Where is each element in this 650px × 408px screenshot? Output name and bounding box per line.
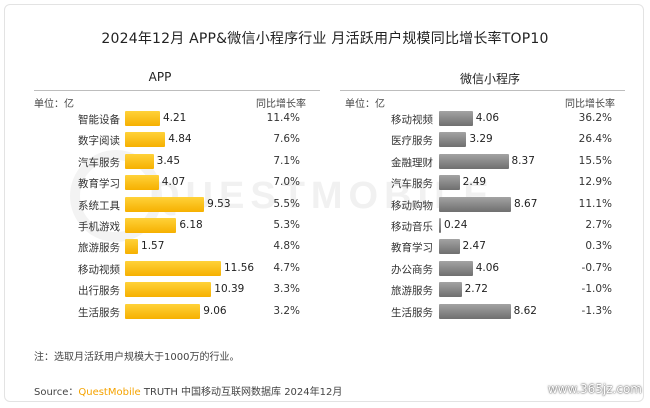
app-value-label: 1.57 <box>141 240 165 253</box>
mini-category-label: 金融理财 <box>391 156 433 169</box>
app-value-label: 3.45 <box>156 154 181 167</box>
app-bar <box>125 111 160 126</box>
mini-growth-label: 12.9% <box>578 176 612 189</box>
app-bar <box>125 175 159 191</box>
app-bar <box>125 196 205 212</box>
mini-category-label: 移动购物 <box>391 199 433 212</box>
app-value-label: 4.21 <box>162 112 187 124</box>
mini-growth-label: -1.3% <box>581 304 612 317</box>
source-prefix: Source： <box>34 387 79 398</box>
mini-growth-label: 0.3% <box>585 240 612 253</box>
mini-growth-label: 26.4% <box>578 133 612 146</box>
footnote: 注：选取月活跃用户规模大于1000万的行业。 <box>34 352 240 363</box>
mini-value-label: 8.37 <box>511 154 535 167</box>
app-bar <box>125 218 177 233</box>
mini-growth-label: -0.7% <box>581 261 612 274</box>
mini-growth-label: 11.1% <box>578 197 612 210</box>
mini-bar <box>439 218 441 233</box>
app-category-label: 旅游服务 <box>78 242 120 255</box>
app-bar <box>125 132 166 148</box>
chart-frame <box>4 4 644 402</box>
app-category-label: 出行服务 <box>78 285 120 298</box>
source-brand: QuestMobile <box>78 387 141 398</box>
watermark-logo-ring <box>70 150 162 242</box>
app-category-label: 生活服务 <box>78 306 120 319</box>
source-line: Source：QuestMobile TRUTH 中国移动互联网数据库 2024… <box>34 383 342 398</box>
mini-growth-header: 同比增长率 <box>565 99 615 110</box>
mini-value-label: 4.06 <box>475 261 500 274</box>
mini-category-label: 旅游服务 <box>391 285 433 298</box>
mini-growth-label: 15.5% <box>578 154 612 167</box>
mini-bar <box>439 196 511 212</box>
mini-unit-label: 单位：亿 <box>345 99 385 110</box>
mini-growth-label: -1.0% <box>581 283 612 296</box>
mini-category-label: 生活服务 <box>391 306 433 319</box>
app-value-label: 10.39 <box>214 283 245 296</box>
mini-value-label: 8.67 <box>514 197 538 210</box>
app-category-label: 数字阅读 <box>78 135 120 148</box>
mini-category-label: 汽车服务 <box>391 178 433 191</box>
mini-bar <box>439 260 473 276</box>
app-category-label: 汽车服务 <box>78 156 120 169</box>
app-bar <box>125 260 221 276</box>
app-growth-label: 11.4% <box>266 112 300 124</box>
mini-value-label: 2.47 <box>462 240 486 253</box>
app-category-label: 移动视频 <box>78 263 120 276</box>
app-value-label: 4.07 <box>161 176 186 189</box>
app-growth-label: 7.1% <box>273 154 300 167</box>
mini-category-label: 办公商务 <box>391 263 433 276</box>
mini-category-label: 移动音乐 <box>391 221 433 233</box>
app-category-label: 手机游戏 <box>78 221 120 233</box>
mini-bar <box>439 175 460 191</box>
app-growth-label: 7.6% <box>273 133 300 146</box>
app-unit-label: 单位：亿 <box>34 99 74 110</box>
app-bar <box>125 282 212 298</box>
app-value-label: 11.56 <box>224 261 255 274</box>
app-category-label: 教育学习 <box>78 178 120 191</box>
mini-value-label: 2.49 <box>462 176 487 189</box>
mini-value-label: 0.24 <box>444 219 468 231</box>
mini-panel-title: 微信小程序 <box>459 72 520 86</box>
app-growth-label: 7.0% <box>273 176 300 189</box>
app-growth-label: 3.2% <box>273 304 300 317</box>
mini-bar <box>439 111 473 126</box>
app-bar <box>125 153 154 169</box>
app-growth-label: 5.5% <box>273 197 300 210</box>
app-bar <box>125 239 139 255</box>
mini-category-label: 教育学习 <box>391 242 433 255</box>
mini-bar <box>439 239 460 255</box>
watermark: QUESTMOBILE <box>150 175 495 217</box>
app-panel-divider <box>34 90 320 91</box>
app-growth-header: 同比增长率 <box>256 99 306 110</box>
app-panel-title: APP <box>148 70 172 84</box>
mini-growth-label: 36.2% <box>578 112 612 124</box>
app-growth-label: 3.3% <box>273 283 300 296</box>
source-rest: TRUTH 中国移动互联网数据库 2024年12月 <box>140 387 343 398</box>
app-value-label: 9.06 <box>203 304 227 317</box>
app-bar <box>125 303 201 319</box>
app-growth-label: 5.3% <box>273 219 300 231</box>
app-value-label: 6.18 <box>179 219 203 231</box>
site-watermark: www.365jz.com <box>547 382 642 396</box>
mini-value-label: 2.72 <box>464 283 488 296</box>
mini-category-label: 医疗服务 <box>391 135 433 148</box>
app-growth-label: 4.7% <box>273 261 300 274</box>
mini-value-label: 8.62 <box>513 304 537 317</box>
mini-category-label: 移动视频 <box>391 114 433 126</box>
mini-bar <box>439 282 462 298</box>
mini-panel-divider <box>340 90 625 91</box>
app-category-label: 智能设备 <box>78 114 120 126</box>
app-category-label: 系统工具 <box>78 199 120 212</box>
mini-value-label: 3.29 <box>469 133 493 146</box>
mini-bar <box>439 303 511 319</box>
app-value-label: 9.53 <box>207 197 231 210</box>
app-value-label: 4.84 <box>168 133 192 146</box>
chart-title: 2024年12月 APP&微信小程序行业 月活跃用户规模同比增长率TOP10 <box>101 31 549 47</box>
mini-bar <box>439 153 509 169</box>
mini-value-label: 4.06 <box>475 112 500 124</box>
mini-growth-label: 2.7% <box>585 219 612 231</box>
mini-bar <box>439 132 467 148</box>
app-growth-label: 4.8% <box>273 240 300 253</box>
